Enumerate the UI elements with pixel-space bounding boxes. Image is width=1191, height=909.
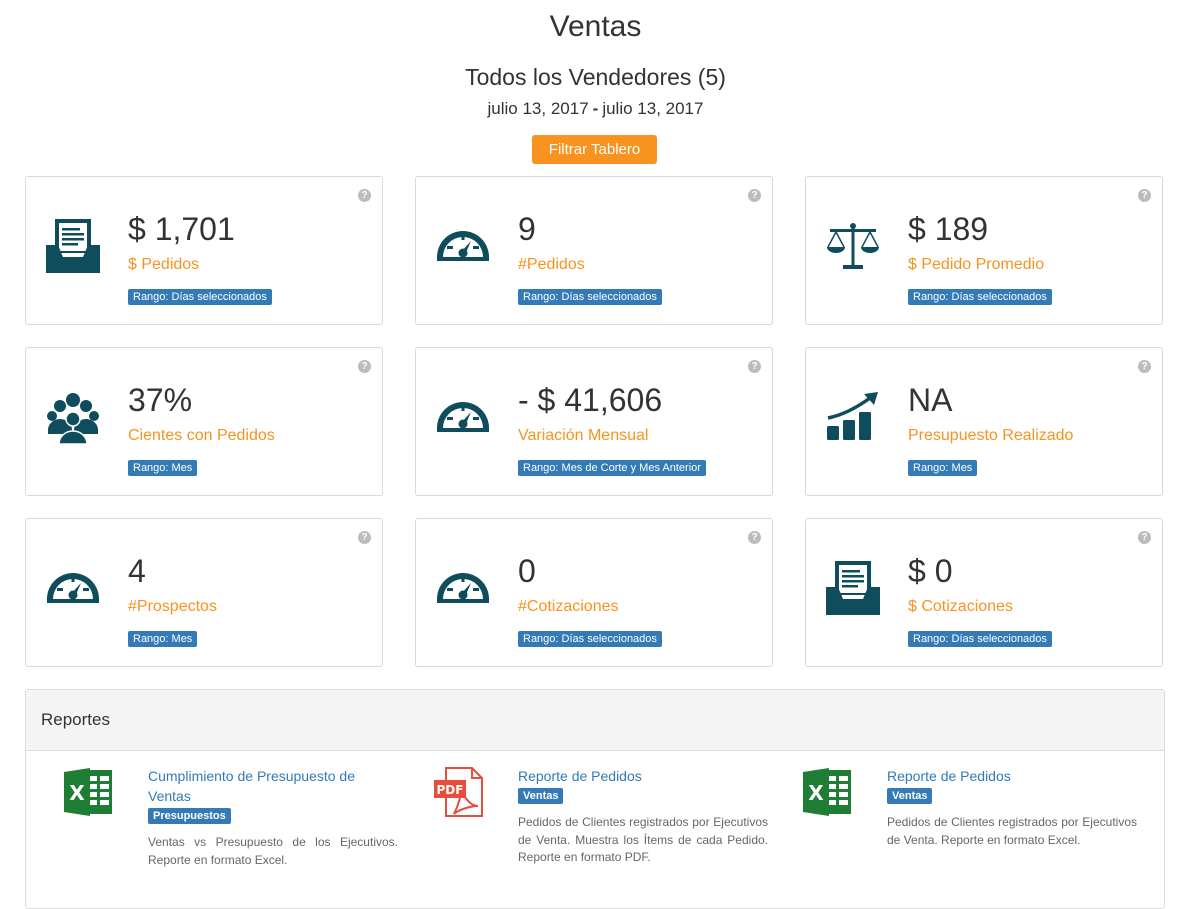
inbox-document-icon bbox=[826, 561, 880, 615]
filter-dashboard-button[interactable]: Filtrar Tablero bbox=[532, 135, 657, 164]
report-title-link[interactable]: Reporte de Pedidos bbox=[887, 768, 1011, 784]
kpi-value: 4 bbox=[128, 553, 146, 589]
inbox-document-icon bbox=[46, 219, 100, 273]
growth-chart-icon bbox=[827, 392, 878, 440]
kpi-label: #Prospectos bbox=[128, 598, 217, 615]
pdf-file-icon-glyph: PDF bbox=[437, 783, 464, 797]
kpi-value: $ 0 bbox=[908, 553, 953, 589]
kpi-card-clients-with-orders: ? 37% Cientes con Pedidos Rango: Mes bbox=[25, 347, 383, 496]
help-icon[interactable]: ? bbox=[748, 360, 761, 373]
range-badge: Rango: Mes de Corte y Mes Anterior bbox=[518, 460, 706, 476]
kpi-label: $ Pedidos bbox=[128, 256, 200, 273]
report-title-link[interactable]: Cumplimiento de Presupuesto de Ventas bbox=[148, 768, 356, 804]
excel-file-icon-glyph: X bbox=[69, 781, 85, 805]
date-to: julio 13, 2017 bbox=[602, 99, 704, 118]
report-orders-excel: X Reporte de Pedidos Ventas Pedidos de C… bbox=[803, 766, 1137, 849]
kpi-label: $ Cotizaciones bbox=[908, 598, 1013, 615]
page-title: Ventas bbox=[549, 10, 642, 43]
range-badge: Rango: Mes bbox=[128, 631, 198, 647]
help-icon[interactable]: ? bbox=[748, 189, 761, 202]
kpi-value: 0 bbox=[518, 553, 536, 589]
kpi-label: Cientes con Pedidos bbox=[128, 427, 275, 444]
kpi-card-prospects: ? 4 #Prospectos Rango: Mes bbox=[25, 518, 383, 667]
excel-file-icon[interactable]: X bbox=[801, 766, 853, 818]
range-badge: Rango: Días seleccionados bbox=[518, 631, 662, 647]
kpi-value: NA bbox=[908, 382, 953, 418]
report-category-badge: Presupuestos bbox=[148, 808, 231, 824]
date-separator: - bbox=[592, 99, 599, 118]
kpi-card-average-order: ? $ 189 $ Pedido Promedio Rango: Días se… bbox=[805, 176, 1163, 325]
kpi-card-orders-count: ? 9 #Pedidos Rango: Días seleccionados bbox=[415, 176, 773, 325]
vendors-subtitle: Todos los Vendedores (5) bbox=[465, 64, 726, 90]
report-orders-pdf: PDF Reporte de Pedidos Ventas Pedidos de… bbox=[434, 766, 768, 867]
range-badge: Rango: Mes bbox=[908, 460, 978, 476]
help-icon[interactable]: ? bbox=[1138, 189, 1151, 202]
excel-file-icon-glyph: X bbox=[808, 781, 824, 805]
kpi-label: $ Pedido Promedio bbox=[908, 256, 1045, 273]
kpi-label: Presupuesto Realizado bbox=[908, 427, 1074, 444]
range-badge: Rango: Días seleccionados bbox=[908, 289, 1052, 305]
report-title-link[interactable]: Reporte de Pedidos bbox=[518, 768, 642, 784]
report-category-badge: Ventas bbox=[518, 788, 564, 804]
kpi-label: #Pedidos bbox=[518, 256, 585, 273]
help-icon[interactable]: ? bbox=[748, 531, 761, 544]
kpi-card-orders-amount: ? $ 1,701 $ Pedidos Rango: Días seleccio… bbox=[25, 176, 383, 325]
date-range: julio 13, 2017- julio 13, 2017 bbox=[0, 99, 1191, 119]
kpi-card-quotes-count: ? 0 #Cotizaciones Rango: Días selecciona… bbox=[415, 518, 773, 667]
kpi-card-quotes-amount: ? $ 0 $ Cotizaciones Rango: Días selecci… bbox=[805, 518, 1163, 667]
date-from: julio 13, 2017 bbox=[487, 99, 589, 118]
report-description: Pedidos de Clientes registrados por Ejec… bbox=[518, 815, 768, 864]
reports-header: Reportes bbox=[26, 690, 1164, 751]
report-description: Ventas vs Presupuesto de los Ejecutivos.… bbox=[148, 835, 398, 867]
speedometer-icon bbox=[437, 573, 489, 603]
excel-file-icon[interactable]: X bbox=[62, 766, 114, 818]
help-icon[interactable]: ? bbox=[1138, 360, 1151, 373]
kpi-card-monthly-variation: ? - $ 41,606 Variación Mensual Rango: Me… bbox=[415, 347, 773, 496]
kpi-value: - $ 41,606 bbox=[518, 382, 663, 418]
help-icon[interactable]: ? bbox=[358, 531, 371, 544]
range-badge: Rango: Días seleccionados bbox=[128, 289, 272, 305]
range-badge: Rango: Días seleccionados bbox=[518, 289, 662, 305]
users-group-icon bbox=[47, 393, 99, 445]
pdf-file-icon[interactable]: PDF bbox=[432, 766, 484, 818]
kpi-value: $ 1,701 bbox=[128, 211, 235, 247]
report-description: Pedidos de Clientes registrados por Ejec… bbox=[887, 815, 1137, 847]
speedometer-icon bbox=[437, 402, 489, 432]
speedometer-icon bbox=[437, 231, 489, 261]
kpi-label: Variación Mensual bbox=[518, 427, 649, 444]
kpi-value: $ 189 bbox=[908, 211, 989, 247]
help-icon[interactable]: ? bbox=[1138, 531, 1151, 544]
help-icon[interactable]: ? bbox=[358, 360, 371, 373]
report-category-badge: Ventas bbox=[887, 788, 933, 804]
kpi-card-budget-achieved: ? NA Presupuesto Realizado Rango: Mes bbox=[805, 347, 1163, 496]
balance-scale-icon bbox=[827, 223, 879, 269]
kpi-value: 9 bbox=[518, 211, 536, 247]
help-icon[interactable]: ? bbox=[358, 189, 371, 202]
kpi-label: #Cotizaciones bbox=[518, 598, 619, 615]
range-badge: Rango: Días seleccionados bbox=[908, 631, 1052, 647]
reports-panel: Reportes X Cumplimiento de Presupuesto d… bbox=[25, 689, 1165, 909]
speedometer-icon bbox=[47, 573, 99, 603]
report-budget-compliance: X Cumplimiento de Presupuesto de Ventas … bbox=[64, 766, 398, 869]
kpi-value: 37% bbox=[128, 382, 193, 418]
range-badge: Rango: Mes bbox=[128, 460, 198, 476]
